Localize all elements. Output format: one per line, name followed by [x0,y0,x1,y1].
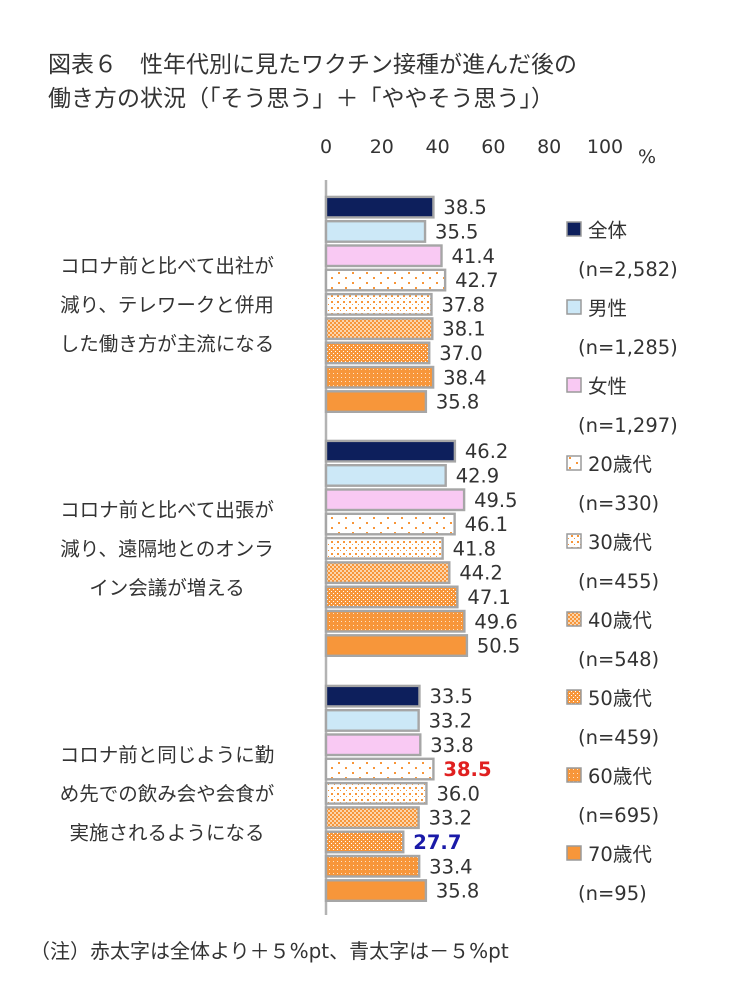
legend-label: 60歳代 [588,765,652,788]
bar [324,439,457,463]
legend-swatch [566,533,582,549]
data-label: 42.7 [455,269,498,292]
bar [324,464,447,487]
legend-swatch [566,377,582,393]
x-tick-label: 80 [537,136,561,158]
data-label: 41.4 [452,245,495,268]
bar [324,609,466,633]
data-label: 50.5 [477,635,520,658]
data-label: 46.1 [465,513,508,536]
legend-swatch [566,611,582,627]
bar [324,709,420,732]
bar [324,390,428,413]
bar [324,854,421,878]
legend-label: 20歳代 [588,453,652,476]
data-label: 49.6 [474,610,517,633]
bar [324,317,434,341]
bar [324,757,435,781]
data-label: 42.9 [456,464,499,487]
bar [324,806,420,830]
bar [324,781,428,805]
data-label: 36.0 [436,782,479,805]
footnote: （注）赤太字は全体より＋５%pt、青太字は－５%pt [30,939,509,963]
bar [324,488,466,512]
legend-sample-size: (n=330) [578,492,659,515]
bar [324,536,444,560]
legend-sample-size: (n=95) [578,882,647,905]
data-label: 46.2 [465,440,508,463]
chart-title: 図表６ 性年代別に見たワクチン接種が進んだ後の 働き方の状況（「そう思う」＋「や… [48,52,577,112]
legend-swatch [566,221,582,237]
legend-label: 50歳代 [588,687,652,710]
data-label: 33.2 [429,709,472,732]
category-label: コロナ前と同じように勤め先での飲み会や会食が実施されるようになる [60,743,275,844]
data-label: 35.8 [436,880,479,903]
data-label: 33.4 [429,855,472,878]
bar [324,684,421,708]
bar [324,634,469,657]
data-label: 37.0 [439,342,482,365]
legend-sample-size: (n=2,582) [578,258,678,281]
bar [324,733,422,757]
bar [324,561,451,585]
data-label: 38.4 [443,366,486,389]
data-label: 41.8 [453,537,496,560]
x-tick-label: 40 [426,136,450,158]
legend-label: 男性 [588,297,627,320]
legend-label: 全体 [588,219,627,242]
data-label: 33.2 [429,807,472,830]
category-label: コロナ前と比べて出社が減り、テレワークと併用した働き方が主流になる [60,254,275,355]
x-tick-label: 60 [481,136,505,158]
bar [324,512,456,536]
legend-sample-size: (n=1,297) [578,414,678,437]
legend-swatch [566,689,582,705]
data-label: 38.1 [442,318,485,341]
bar [324,341,431,365]
legend-label: 女性 [588,375,627,398]
legend-swatch [566,455,582,471]
data-label: 33.8 [430,734,473,757]
legend-label: 30歳代 [588,531,652,554]
bar [324,195,435,219]
data-label: 27.7 [413,831,461,854]
x-tick-label: 100 [587,136,623,158]
bar [324,585,459,609]
data-label: 47.1 [467,586,510,609]
bar [324,879,428,902]
legend-label: 70歳代 [588,843,652,866]
data-label: 37.8 [441,293,484,316]
legend-sample-size: (n=1,285) [578,336,678,359]
bar [324,219,427,243]
data-label: 49.5 [474,489,517,512]
data-label: 44.2 [459,562,502,585]
x-axis-unit: % [638,146,656,168]
legend-sample-size: (n=695) [578,804,659,827]
legend-swatch [566,845,582,861]
bar [324,268,447,292]
legend-sample-size: (n=455) [578,570,659,593]
bar [324,830,405,854]
x-tick-label: 0 [320,136,332,158]
data-label: 35.8 [436,391,479,414]
bar [324,292,433,316]
category-label: コロナ前と比べて出張が減り、遠隔地とのオンライン会議が増える [60,498,274,599]
legend-sample-size: (n=459) [578,726,659,749]
legend-swatch [566,299,582,315]
bar [324,365,435,389]
data-label: 35.5 [435,220,478,243]
legend-label: 40歳代 [588,609,652,632]
x-tick-label: 20 [370,136,394,158]
data-label: 38.5 [443,758,491,781]
data-label: 38.5 [443,196,486,219]
legend-sample-size: (n=548) [578,648,659,671]
bar [324,244,443,268]
data-label: 33.5 [429,685,472,708]
legend-swatch [566,767,582,783]
